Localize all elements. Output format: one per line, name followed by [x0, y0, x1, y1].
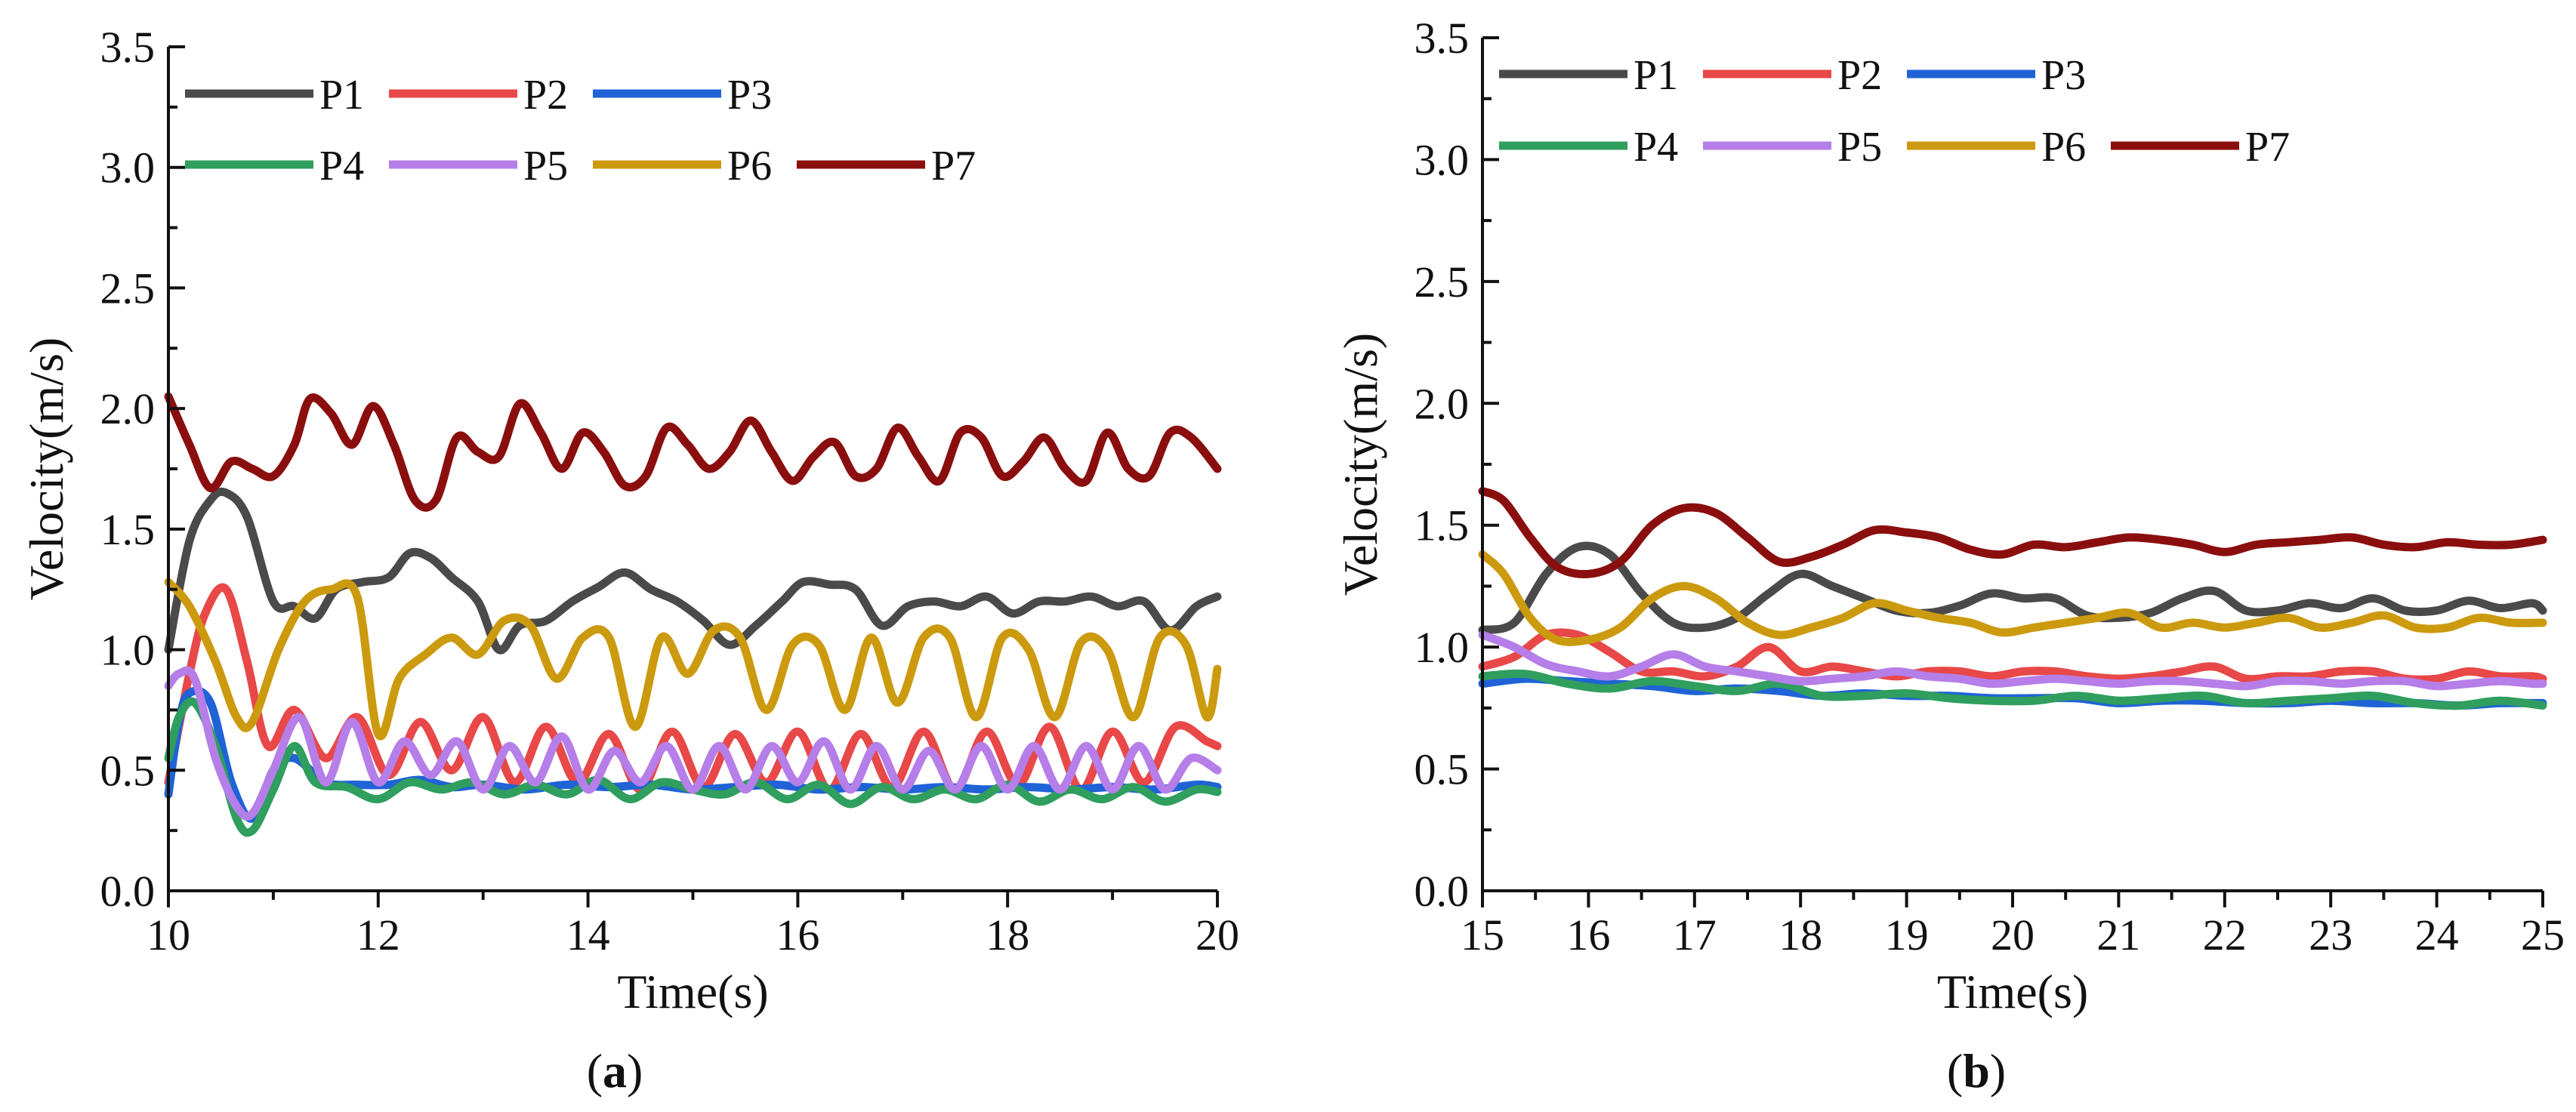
panel-b-chart: 15 16 17 18 19 20 21 22 23 24 25 0.0 0.5 1.0 1.5 2.0 2.5… [1334, 14, 2565, 1018]
panel-a-x-axis-title: Time(s) [617, 965, 768, 1018]
panel-b-x-tick-label: 24 [2415, 910, 2459, 960]
panel-a-x-tick-label: 10 [147, 910, 190, 960]
panel-b-legend-item-p5: P5 [1703, 124, 1882, 171]
panel-b-x-tick-label: 19 [1885, 910, 1929, 960]
panel-b-legend-label: P6 [2041, 124, 2086, 171]
panel-b-y-tick-label: 1.0 [1414, 623, 1470, 672]
panel-a-legend-label: P3 [727, 72, 772, 119]
panel-b-legend-label: P1 [1634, 52, 1678, 99]
panel-b-legend-item-p2: P2 [1703, 52, 1882, 99]
panel-b-legend-item-p4: P4 [1499, 124, 1678, 171]
panel-b-label: (b) [1947, 1044, 2006, 1098]
panel-b-legend-label: P2 [1837, 52, 1882, 99]
panel-a-legend-label: P2 [523, 72, 568, 119]
panel-a-series-p1-line [164, 487, 1222, 655]
panel-a-legend-label: P6 [727, 143, 772, 189]
panel-a-y-tick-label: 2.5 [100, 263, 156, 313]
panel-a-series-p5-line [164, 666, 1222, 821]
panel-a-series-p4-line [164, 697, 1222, 837]
panel-a-legend-item-p1: P1 [185, 72, 364, 119]
panel-a-legend-item-p6: P6 [593, 143, 772, 189]
panel-a-y-tick-label: 2.0 [100, 384, 156, 433]
panel-b-y-tick-label: 1.5 [1414, 501, 1470, 550]
panel-b-legend-item-p1: P1 [1499, 52, 1678, 99]
panel-b-legend-item-p3: P3 [1907, 52, 2086, 99]
panel-a-legend-label: P7 [931, 143, 976, 189]
panel-a-legend-item-p5: P5 [389, 143, 568, 189]
panel-b-series-p4-line [1478, 669, 2547, 710]
panel-b-legend: P1 P2 P3 P4 P5 P6 P7 [1499, 52, 2290, 171]
panel-b-series-p5-line [1478, 630, 2547, 691]
panel-a-series-p6-line [164, 578, 1222, 741]
panel-a-x-tick-label: 16 [776, 910, 819, 960]
panel-a-legend-label: P1 [319, 72, 364, 119]
panel-b-x-tick-label: 21 [2096, 910, 2140, 960]
panel-a-y-tick-label: 1.5 [100, 505, 156, 554]
panel-a-x-tick-label: 12 [356, 910, 400, 960]
panel-b-series-p7-line [1478, 487, 2547, 579]
panel-a-y-tick-label: 0.0 [100, 867, 156, 916]
panel-b-x-tick-label: 20 [1991, 910, 2035, 960]
panel-b-legend-label: P7 [2245, 124, 2290, 171]
panel-b-legend-label: P3 [2041, 52, 2086, 99]
panel-b-series-p2-line [1478, 628, 2547, 684]
panel-a-legend-label: P4 [319, 143, 364, 189]
panel-b-series-p1-line [1478, 541, 2547, 634]
panel-a-series-p2-line [164, 583, 1222, 794]
panel-b-x-tick-label: 17 [1673, 910, 1717, 960]
panel-b-x-axis-title: Time(s) [1937, 965, 2088, 1018]
panel-a-y-tick-label: 1.0 [100, 626, 156, 675]
panel-a-y-tick-label: 3.0 [100, 143, 156, 193]
panel-b-series-p6-line [1478, 550, 2547, 646]
panel-a-y-tick-label: 3.5 [100, 23, 156, 72]
panel-a-legend: P1 P2 P3 P4 P5 P6 P7 [185, 72, 976, 189]
panel-a-x-tick-label: 20 [1195, 910, 1239, 960]
panel-b-legend-item-p7: P7 [2111, 124, 2290, 171]
panel-a-legend-item-p2: P2 [389, 72, 568, 119]
panel-b-y-tick-label: 0.5 [1414, 745, 1470, 794]
panel-b-x-tick-label: 15 [1461, 910, 1504, 960]
panel-b-y-tick-label: 3.5 [1414, 14, 1470, 63]
panel-b-x-tick-label: 18 [1779, 910, 1822, 960]
panel-b-y-axis-title: Velocity(m/s) [1334, 333, 1387, 596]
panel-b-x-tick-label: 23 [2309, 910, 2352, 960]
panel-a-legend-item-p7: P7 [797, 143, 976, 189]
panel-a-legend-item-p4: P4 [185, 143, 364, 189]
panel-b-x-tick-label: 16 [1566, 910, 1610, 960]
panel-a-y-tick-label: 0.5 [100, 746, 156, 795]
panel-b-y-tick-label: 2.5 [1414, 257, 1470, 306]
panel-a-x-tick-label: 18 [986, 910, 1029, 960]
panel-a-legend-label: P5 [523, 143, 568, 189]
panel-a-x-tick-label: 14 [566, 910, 610, 960]
panel-a-chart: 10 12 14 16 18 20 0.0 0.5 1.0 1.5 2.0 2.5 3.0 3.5 Time… [20, 23, 1239, 1018]
panel-b-legend-label: P4 [1634, 124, 1678, 171]
panel-b-y-tick-label: 3.0 [1414, 135, 1470, 184]
panel-a-legend-item-p3: P3 [593, 72, 772, 119]
panel-b-series-lines [1478, 487, 2547, 710]
panel-b-x-tick-label: 22 [2203, 910, 2247, 960]
panel-a-series-p7-line [164, 392, 1222, 512]
panel-a-label: (a) [587, 1044, 643, 1098]
panel-b-y-tick-label: 2.0 [1414, 379, 1470, 428]
panel-a-y-axis-title: Velocity(m/s) [20, 337, 73, 600]
panel-b-x-tick-label: 25 [2521, 910, 2565, 960]
panel-b-legend-item-p6: P6 [1907, 124, 2086, 171]
panel-b-legend-label: P5 [1837, 124, 1882, 171]
panel-a-series-lines [164, 392, 1222, 837]
panel-b-y-tick-label: 0.0 [1414, 867, 1470, 916]
